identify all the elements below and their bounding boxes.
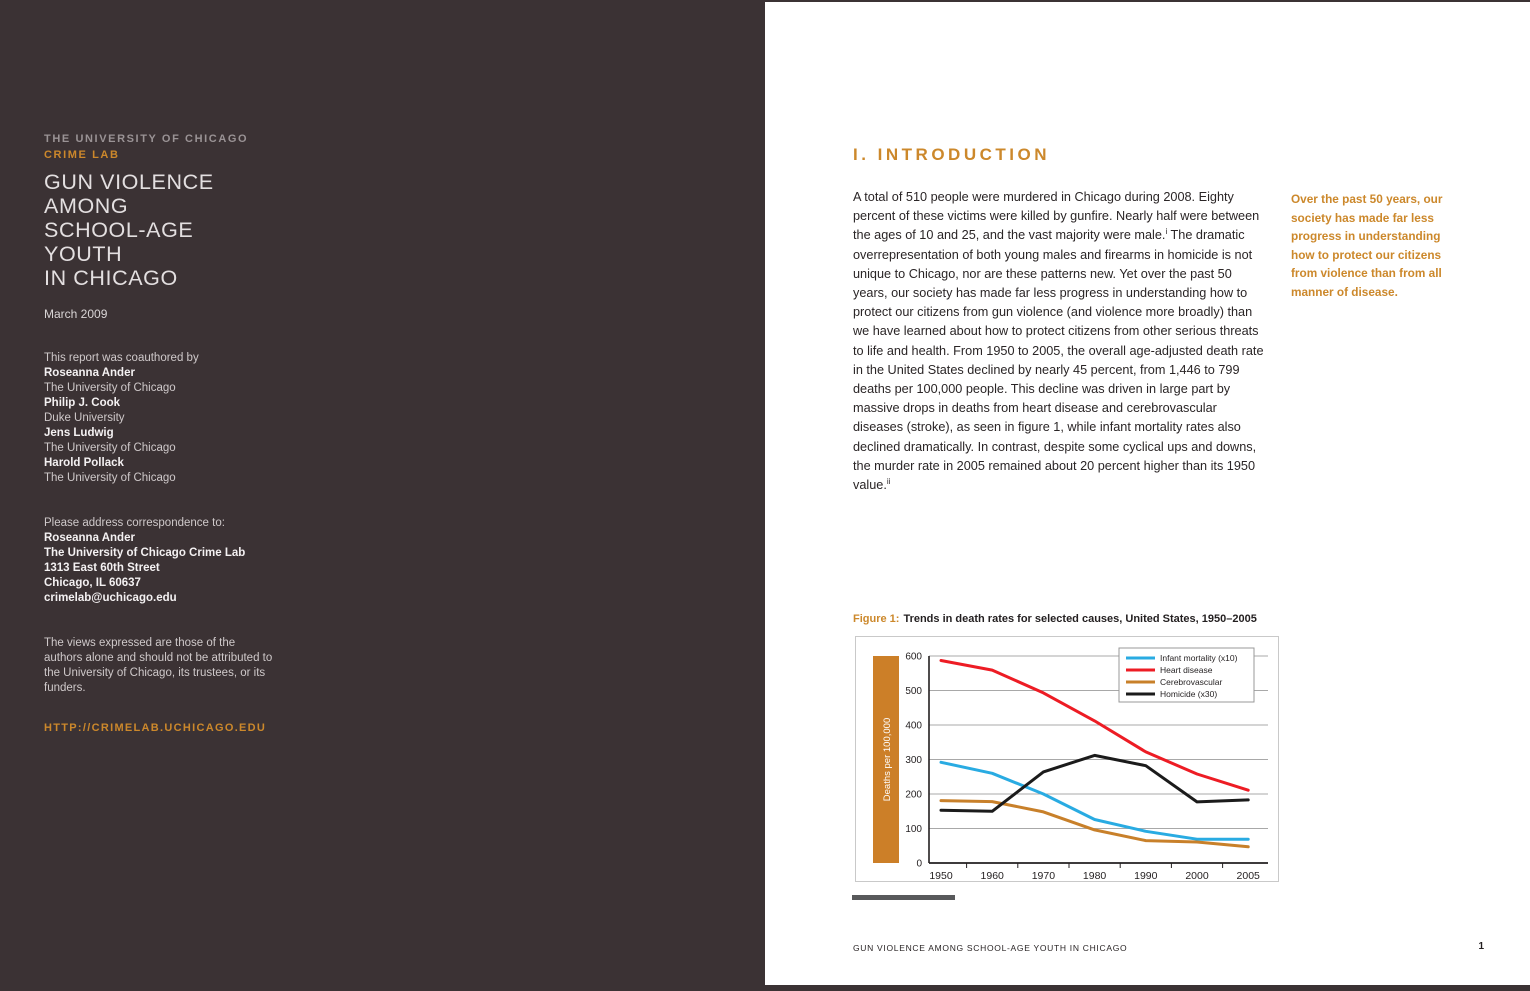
pull-quote: Over the past 50 years, our society has … [1291, 192, 1443, 299]
author-affiliation: The University of Chicago [44, 472, 176, 484]
x-tick-label: 2005 [1237, 870, 1261, 881]
paragraph-text: A total of 510 people were murdered in C… [853, 190, 1260, 243]
cover-content: THE UNIVERSITY OF CHICAGO CRIME LAB GUN … [44, 133, 344, 734]
section-heading: I. INTRODUCTION [853, 145, 1050, 164]
figure-caption-text: Trends in death rates for selected cause… [903, 613, 1257, 625]
y-axis-label: Deaths per 100,000 [882, 718, 893, 801]
y-tick-label: 600 [905, 652, 922, 663]
y-tick-label: 400 [905, 721, 922, 732]
chart-line-homicide-x30- [939, 753, 1250, 813]
report-title-line: YOUTH [44, 242, 123, 266]
cover-page: THE UNIVERSITY OF CHICAGO CRIME LAB GUN … [44, 133, 344, 734]
y-tick-label: 300 [905, 755, 922, 766]
author-name: Harold Pollack [44, 457, 124, 469]
author-affiliation: The University of Chicago [44, 382, 176, 394]
author-name: Roseanna Ander [44, 367, 135, 379]
crimelab-url-link[interactable]: HTTP://CRIMELAB.UCHICAGO.EDU [44, 722, 267, 734]
legend-label: Heart disease [1160, 665, 1213, 675]
disclaimer: The views expressed are those of the aut… [44, 637, 273, 694]
x-tick-label: 1990 [1134, 870, 1158, 881]
endnote-marker: i [1165, 227, 1168, 237]
report-title-line: GUN VIOLENCE [44, 170, 214, 194]
report-title: GUN VIOLENCE AMONG SCHOOL-AGE YOUTH IN C… [44, 170, 344, 290]
correspondence-intro: Please address correspondence to: [44, 517, 225, 529]
report-title-line: AMONG [44, 194, 129, 218]
lab-name: CRIME LAB [44, 149, 120, 161]
chart-line-cerebrovascular [939, 799, 1250, 849]
x-tick-label: 1950 [929, 870, 953, 881]
figure-label: Figure 1: [853, 613, 900, 625]
author-affiliation: The University of Chicago [44, 442, 176, 454]
correspondence-name: Roseanna Ander [44, 532, 135, 544]
death-rates-line-chart: Deaths per 100,000 0 100 200 300 400 500 600 195… [873, 647, 1268, 881]
y-tick-label: 0 [916, 859, 922, 870]
author-name: Philip J. Cook [44, 397, 121, 409]
endnote-marker: ii [886, 476, 891, 486]
x-tick-label: 2000 [1185, 870, 1209, 881]
running-footer: GUN VIOLENCE AMONG SCHOOL-AGE YOUTH IN C… [853, 943, 1128, 953]
source-bar [852, 895, 955, 900]
page-number: 1 [1478, 941, 1484, 952]
institution-name: THE UNIVERSITY OF CHICAGO [44, 133, 249, 145]
y-tick-label: 100 [905, 824, 922, 835]
correspondence-email[interactable]: crimelab@uchicago.edu [44, 592, 177, 604]
x-tick-label: 1960 [981, 870, 1005, 881]
correspondence-street: 1313 East 60th Street [44, 562, 160, 574]
coauthored-intro: This report was coauthored by [44, 352, 199, 364]
x-tick-label: 1980 [1083, 870, 1107, 881]
publication-date: March 2009 [44, 307, 108, 321]
authors-block: This report was coauthored by Roseanna A… [44, 351, 344, 486]
chart-line-infant-mortality-x10- [939, 760, 1250, 841]
figure-1-chart: Deaths per 100,000 0 100 200 300 400 500 600 195… [855, 636, 1279, 882]
author-affiliation: Duke University [44, 412, 125, 424]
correspondence-block: Please address correspondence to: Rosean… [44, 516, 344, 606]
intro-paragraph: A total of 510 people were murdered in C… [853, 188, 1265, 495]
legend-label: Infant mortality (x10) [1160, 653, 1238, 663]
report-title-line: SCHOOL-AGE [44, 218, 194, 242]
chart-line-heart-disease [939, 659, 1250, 792]
report-title-line: IN CHICAGO [44, 266, 178, 290]
figure-caption: Figure 1: Trends in death rates for selec… [853, 613, 1257, 625]
legend-label: Homicide (x30) [1160, 689, 1217, 699]
correspondence-org: The University of Chicago Crime Lab [44, 547, 246, 559]
author-name: Jens Ludwig [44, 427, 114, 439]
ylabel-bar [873, 656, 899, 863]
content-page: I. INTRODUCTION A total of 510 people we… [765, 2, 1530, 985]
correspondence-city: Chicago, IL 60637 [44, 577, 141, 589]
legend-label: Cerebrovascular [1160, 677, 1223, 687]
x-tick-label: 1970 [1032, 870, 1056, 881]
paragraph-text: The dramatic overrepresentation of both … [853, 228, 1264, 493]
y-tick-label: 500 [905, 686, 922, 697]
y-tick-label: 200 [905, 790, 922, 801]
